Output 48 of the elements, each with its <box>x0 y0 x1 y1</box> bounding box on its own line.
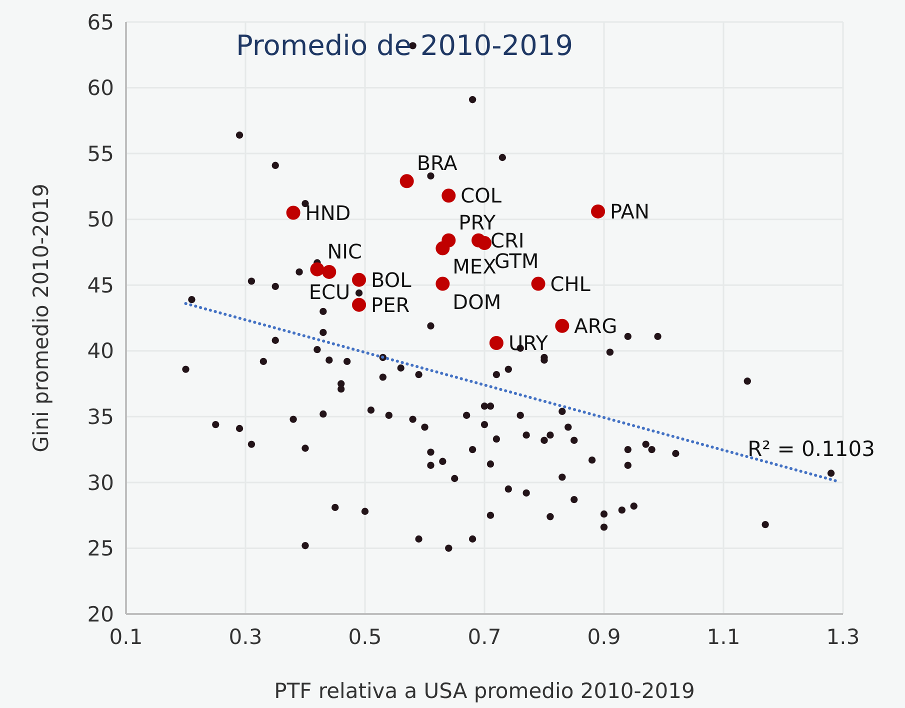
data-label: PER <box>371 292 410 317</box>
point <box>310 262 324 276</box>
point <box>478 236 492 250</box>
y-tick-label: 45 <box>87 273 114 298</box>
data-label: PAN <box>610 199 650 224</box>
point <box>352 298 366 312</box>
point <box>489 336 504 350</box>
data-label: ARG <box>574 314 618 338</box>
data-label: URY <box>508 330 549 355</box>
data-label: DOM <box>452 290 502 314</box>
x-axis-title: PTF relativa a USA promedio 2010-2019 <box>274 679 695 703</box>
point <box>352 272 366 287</box>
annotation: R² = 0.1103 <box>748 437 876 462</box>
point <box>400 174 414 188</box>
x-tick-label: 1.1 <box>706 625 740 649</box>
data-label: BOL <box>371 268 412 292</box>
data-label: NIC <box>327 239 362 264</box>
chart-title: Promedio de 2010-2019 <box>236 29 574 62</box>
point <box>531 276 546 291</box>
y-tick-label: 40 <box>87 339 114 364</box>
data-label: HND <box>305 200 351 225</box>
point <box>442 188 456 203</box>
x-tick-label: 1.3 <box>826 625 860 649</box>
x-tick-label: 0.5 <box>348 625 382 649</box>
point <box>591 204 606 218</box>
point <box>436 276 450 291</box>
y-tick-label: 65 <box>87 10 114 34</box>
data-label: CHL <box>550 272 592 296</box>
point <box>436 241 450 256</box>
point <box>555 318 570 333</box>
y-tick-label: 25 <box>87 536 114 561</box>
x-tick-label: 0.7 <box>468 625 502 649</box>
y-axis-title: Gini promedio 2010-2019 <box>29 184 53 452</box>
y-tick-label: 35 <box>87 405 114 430</box>
x-tick-label: 0.9 <box>587 625 621 649</box>
y-tick-label: 55 <box>87 142 114 166</box>
y-tick-label: 20 <box>87 602 114 626</box>
y-tick-label: 30 <box>87 470 114 495</box>
point <box>322 264 336 279</box>
point <box>286 206 300 220</box>
y-tick-label: 60 <box>87 76 114 100</box>
x-tick-label: 0.1 <box>109 625 143 649</box>
data-label: ECU <box>308 280 350 304</box>
data-label: COL <box>460 184 502 208</box>
data-label: MEX <box>452 254 497 278</box>
y-tick-label: 50 <box>87 208 114 232</box>
x-tick-label: 0.3 <box>228 625 262 649</box>
data-label: BRA <box>416 151 458 176</box>
